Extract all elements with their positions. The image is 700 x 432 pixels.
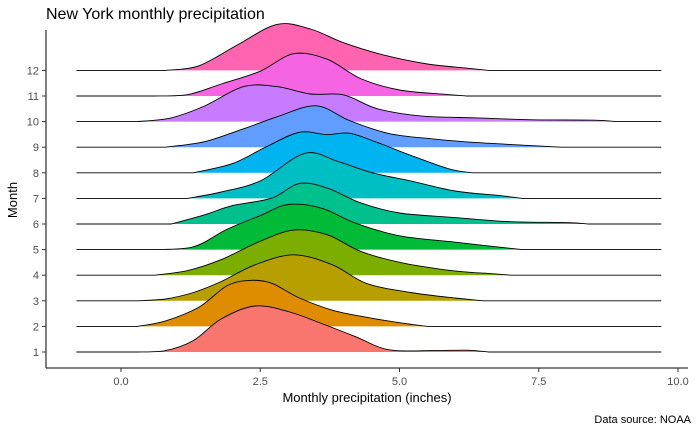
x-tick-label: 0.0 xyxy=(113,376,128,388)
y-tick-label: 4 xyxy=(33,270,39,282)
ridge-month-10 xyxy=(76,84,662,123)
ridge-month-4 xyxy=(76,229,662,276)
ridge-month-1 xyxy=(76,305,662,353)
ridge-month-7 xyxy=(76,152,662,199)
y-tick-label: 7 xyxy=(33,193,39,205)
ridge-line-month-12 xyxy=(76,23,662,71)
y-tick-label: 5 xyxy=(33,245,39,257)
y-tick-label: 8 xyxy=(33,168,39,180)
x-tick-label: 10.0 xyxy=(667,376,688,388)
ridge-month-9 xyxy=(76,105,662,148)
ridge-fill-month-5 xyxy=(154,204,522,250)
chart-caption: Data source: NOAA xyxy=(594,414,691,426)
ridge-line-month-7 xyxy=(76,152,662,199)
y-tick-label: 12 xyxy=(27,65,39,77)
ridge-month-11 xyxy=(76,52,662,97)
y-tick-label: 1 xyxy=(33,347,39,359)
ridge-line-month-2 xyxy=(76,279,662,327)
y-axis-title: Month xyxy=(5,182,20,218)
y-tick-label: 11 xyxy=(28,91,39,103)
chart-title: New York monthly precipitation xyxy=(46,6,265,23)
ridge-fill-month-1 xyxy=(137,305,489,352)
ridge-fill-month-2 xyxy=(137,280,428,327)
ridge-line-month-9 xyxy=(76,105,662,148)
ridge-fill-month-11 xyxy=(154,53,467,96)
y-tick-label: 2 xyxy=(33,321,39,333)
ridge-line-month-6 xyxy=(76,182,662,225)
x-tick-label: 5.0 xyxy=(392,376,407,388)
ridges xyxy=(76,23,662,353)
x-tick-label: 2.5 xyxy=(253,376,268,388)
ridge-fill-month-7 xyxy=(187,152,523,199)
y-tick-label: 3 xyxy=(33,296,39,308)
ridge-fill-month-9 xyxy=(165,105,561,148)
x-ticks: 0.0 2.5 5.0 7.5 10.0 xyxy=(113,368,689,388)
ridge-fill-month-10 xyxy=(137,84,617,122)
ridge-month-2 xyxy=(76,279,662,327)
ridge-month-12 xyxy=(76,23,662,71)
ridge-line-month-3 xyxy=(76,254,662,302)
ridge-line-month-11 xyxy=(76,52,662,97)
x-axis-title: Monthly precipitation (inches) xyxy=(282,390,451,405)
ridge-line-month-4 xyxy=(76,229,662,276)
y-tick-label: 6 xyxy=(33,219,39,231)
ridge-fill-month-12 xyxy=(165,23,489,71)
ridge-line-month-10 xyxy=(76,84,662,123)
y-tick-label: 9 xyxy=(33,142,39,154)
x-tick-label: 7.5 xyxy=(531,376,546,388)
ridge-month-8 xyxy=(76,131,662,174)
y-ticks: 12 11 10 9 8 7 6 5 4 3 2 1 xyxy=(27,65,46,359)
ridge-fill-month-4 xyxy=(154,229,511,276)
y-tick-label: 10 xyxy=(27,117,39,129)
ridge-line-month-5 xyxy=(76,203,662,251)
ridge-month-5 xyxy=(76,203,662,251)
ridge-line-month-1 xyxy=(76,305,662,353)
ridge-line-month-8 xyxy=(76,131,662,174)
ridge-fill-month-8 xyxy=(193,131,472,173)
